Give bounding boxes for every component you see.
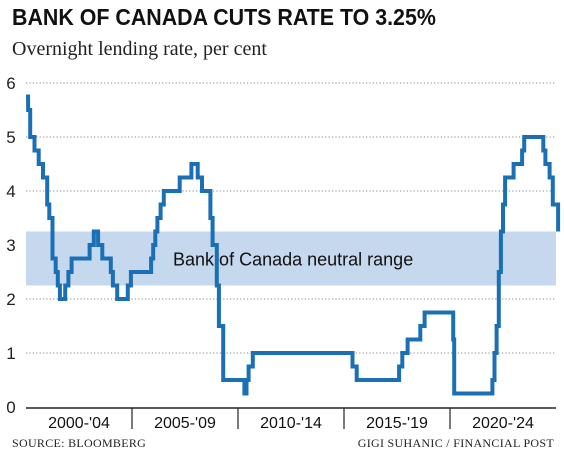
x-axis xyxy=(26,407,556,429)
y-tick-label: 6 xyxy=(6,74,15,93)
x-period-label: 2005-'09 xyxy=(154,415,216,432)
y-tick-label: 5 xyxy=(6,128,15,147)
x-period-label: 2010-'14 xyxy=(260,415,322,432)
x-period-labels: 2000-'04 2005-'09 2010-'14 2015-'19 2020-'24 xyxy=(48,415,534,432)
credit-note: GIGI SUHANIC / FINANCIAL POST xyxy=(357,436,554,450)
y-tick-label: 1 xyxy=(6,344,15,363)
x-period-label: 2000-'04 xyxy=(48,415,110,432)
y-tick-labels: 0 1 2 3 4 5 6 xyxy=(6,74,15,417)
overnight-rate-line xyxy=(26,94,561,396)
y-tick-label: 3 xyxy=(6,236,15,255)
chart-title: BANK OF CANADA CUTS RATE TO 3.25% xyxy=(12,4,436,30)
y-tick-label: 2 xyxy=(6,290,15,309)
x-period-label: 2020-'24 xyxy=(472,415,534,432)
x-period-label: 2015-'19 xyxy=(366,415,428,432)
neutral-range-label: Bank of Canada neutral range xyxy=(173,250,413,270)
y-gridlines xyxy=(26,82,556,354)
y-tick-label: 0 xyxy=(6,398,15,417)
source-note: SOURCE: BLOOMBERG xyxy=(12,436,147,450)
chart-subtitle: Overnight lending rate, per cent xyxy=(12,38,267,60)
y-tick-label: 4 xyxy=(6,182,15,201)
